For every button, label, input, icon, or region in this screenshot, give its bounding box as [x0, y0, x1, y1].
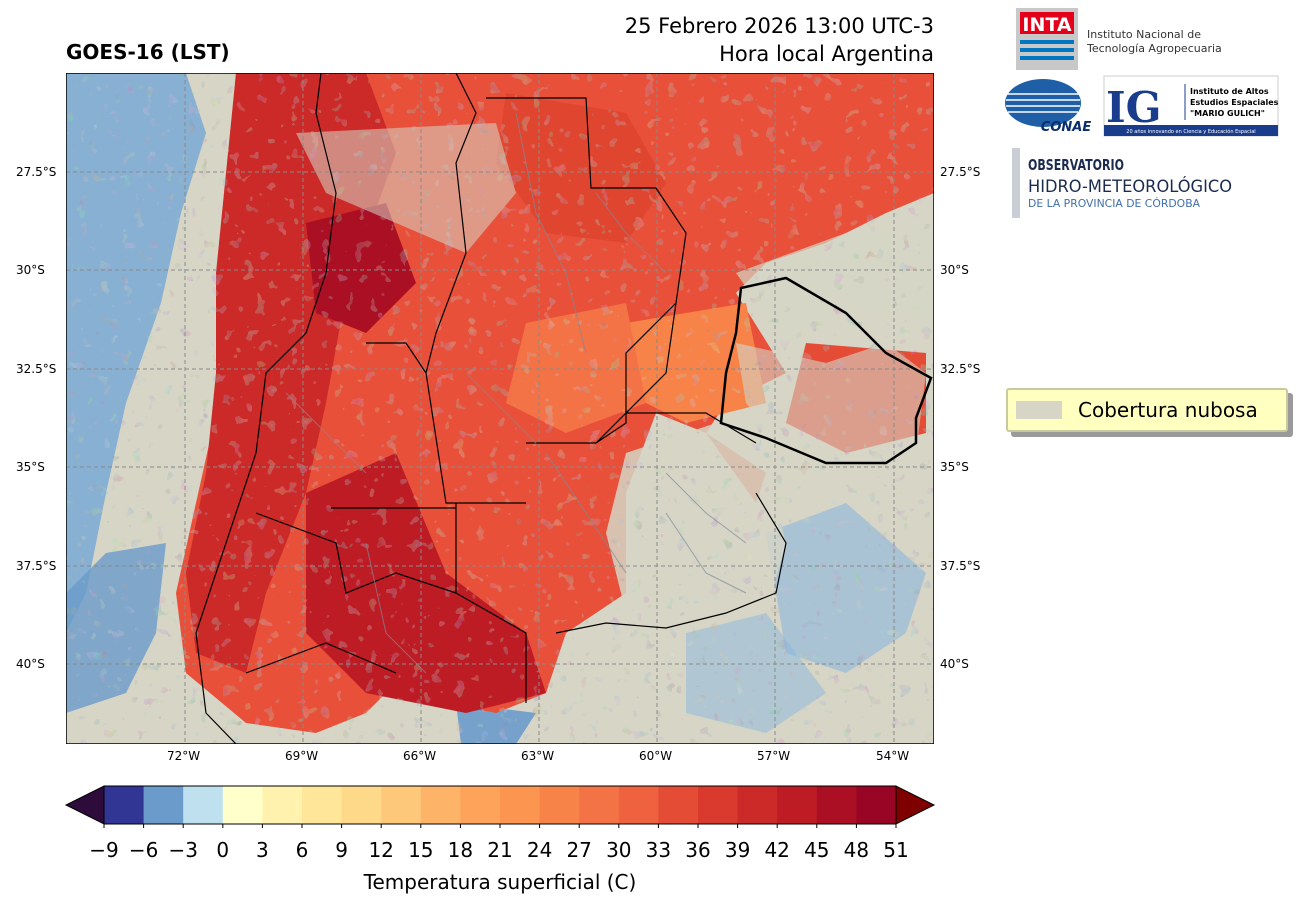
inta-name-1: Instituto Nacional de	[1087, 28, 1201, 41]
lat-label: 40°S	[16, 657, 45, 671]
colorbar-segment	[183, 786, 224, 824]
colorbar-tick-label: 42	[764, 838, 790, 862]
colorbar-tick-label: 3	[256, 838, 269, 862]
colorbar-segment	[222, 786, 263, 824]
lat-label: 30°S	[940, 263, 969, 277]
ig-mark: IG	[1106, 83, 1162, 132]
institution-logos: INTA Instituto Nacional de Tecnología Ag…	[1005, 8, 1279, 218]
colorbar-segment	[698, 786, 739, 824]
uruguay-border	[719, 276, 933, 465]
colorbar-segment	[539, 786, 580, 824]
colorbar-tick-label: 36	[685, 838, 711, 862]
colorbar-tick-label: 21	[487, 838, 513, 862]
colorbar-segment	[143, 786, 184, 824]
colorbar-tick-label: 39	[724, 838, 751, 862]
colorbar-tick-label: 18	[447, 838, 474, 862]
obs-line-3: DE LA PROVINCIA DE CÓRDOBA	[1028, 197, 1200, 210]
colorbar-tick-label: 30	[606, 838, 632, 862]
department-lines	[285, 112, 747, 674]
colorbar-tick-label: 33	[645, 838, 672, 862]
lat-label: 27.5°S	[16, 165, 57, 179]
colorbar-segment	[579, 786, 620, 824]
lon-label: 72°W	[167, 749, 201, 763]
map-title: GOES-16 (LST)	[66, 40, 230, 64]
obs-line-2: HIDRO-METEOROLÓGICO	[1028, 175, 1232, 197]
graticule	[66, 73, 934, 744]
conae-text: CONAE	[1041, 120, 1092, 135]
lat-label: 27.5°S	[940, 165, 981, 179]
conae-logo: CONAE	[1005, 79, 1091, 135]
colorbar-segment	[658, 786, 699, 824]
lat-label: 32.5°S	[940, 362, 981, 376]
ig-name-3: "MARIO GULICH"	[1190, 109, 1265, 118]
lat-label: 37.5°S	[16, 559, 57, 573]
colorbar-under-extension	[64, 785, 105, 825]
lon-label: 57°W	[757, 749, 791, 763]
cloud-legend-label: Cobertura nubosa	[1078, 398, 1258, 422]
colorbar-tick-label: 51	[883, 838, 909, 862]
cloud-legend: Cobertura nubosa	[1006, 388, 1288, 432]
date-block: 25 Febrero 2026 13:00 UTC-3 Hora local A…	[625, 12, 934, 68]
colorbar-over-extension	[895, 785, 936, 825]
colorbar-tick-label: −6	[128, 838, 159, 862]
colorbar-segment	[420, 786, 461, 824]
observatorio-logo: OBSERVATORIO HIDRO-METEOROLÓGICO DE LA P…	[1012, 148, 1232, 218]
colorbar-tick-label: 15	[408, 838, 434, 862]
inta-name-2: Tecnología Agropecuaria	[1086, 42, 1222, 55]
local-time-line: Hora local Argentina	[719, 42, 934, 66]
colorbar-segment	[341, 786, 382, 824]
lon-label: 60°W	[639, 749, 673, 763]
colorbar-tick-label: 9	[335, 838, 348, 862]
colorbar-segment	[737, 786, 778, 824]
colorbar-segment	[777, 786, 818, 824]
temperature-map	[66, 73, 934, 744]
colorbar-segment	[381, 786, 422, 824]
colorbar-segment	[500, 786, 541, 824]
lat-label: 40°S	[940, 657, 969, 671]
lat-label: 35°S	[16, 460, 45, 474]
lat-label: 30°S	[16, 263, 45, 277]
colorbar-tick-label: 12	[368, 838, 394, 862]
colorbar-tick-label: −3	[168, 838, 198, 862]
ig-name-1: Instituto de Altos	[1190, 87, 1269, 96]
colorbar-tick-label: 27	[566, 838, 592, 862]
colorbar-tick-label: 45	[804, 838, 830, 862]
lon-label: 69°W	[285, 749, 319, 763]
lat-label: 35°S	[940, 460, 969, 474]
lon-label: 66°W	[403, 749, 437, 763]
colorbar-segment	[618, 786, 659, 824]
colorbar-segment	[104, 786, 145, 824]
colorbar-tick-label: 24	[526, 838, 553, 862]
date-line: 25 Febrero 2026 13:00 UTC-3	[624, 14, 934, 38]
colorbar-tick-label: 6	[295, 838, 309, 862]
ig-logo: IG Instituto de Altos Estudios Espaciale…	[1103, 75, 1279, 137]
lon-label: 63°W	[521, 749, 555, 763]
colorbar-segment	[856, 786, 897, 824]
inta-mark: INTA	[1022, 14, 1071, 36]
ig-tagline: 20 años innovando en Ciencia y Educación…	[1126, 128, 1255, 135]
colorbar-label: Temperatura superficial (C)	[363, 870, 637, 894]
colorbar-segment	[302, 786, 343, 824]
lat-label: 32.5°S	[16, 362, 57, 376]
ig-name-2: Estudios Espaciales	[1190, 98, 1279, 107]
obs-line-1: OBSERVATORIO	[1028, 156, 1124, 174]
colorbar-segment	[460, 786, 501, 824]
cloud-swatch	[1016, 401, 1062, 419]
colorbar-segment	[262, 786, 303, 824]
colorbar-tick-label: −9	[89, 838, 119, 862]
colorbar-tick-label: 0	[216, 838, 230, 862]
colorbar-tick-label: 48	[843, 838, 870, 862]
lon-label: 54°W	[876, 749, 910, 763]
colorbar-segment	[816, 786, 857, 824]
inta-logo: INTA Instituto Nacional de Tecnología Ag…	[1016, 8, 1222, 70]
lat-label: 37.5°S	[940, 559, 981, 573]
colorbar	[64, 785, 936, 828]
